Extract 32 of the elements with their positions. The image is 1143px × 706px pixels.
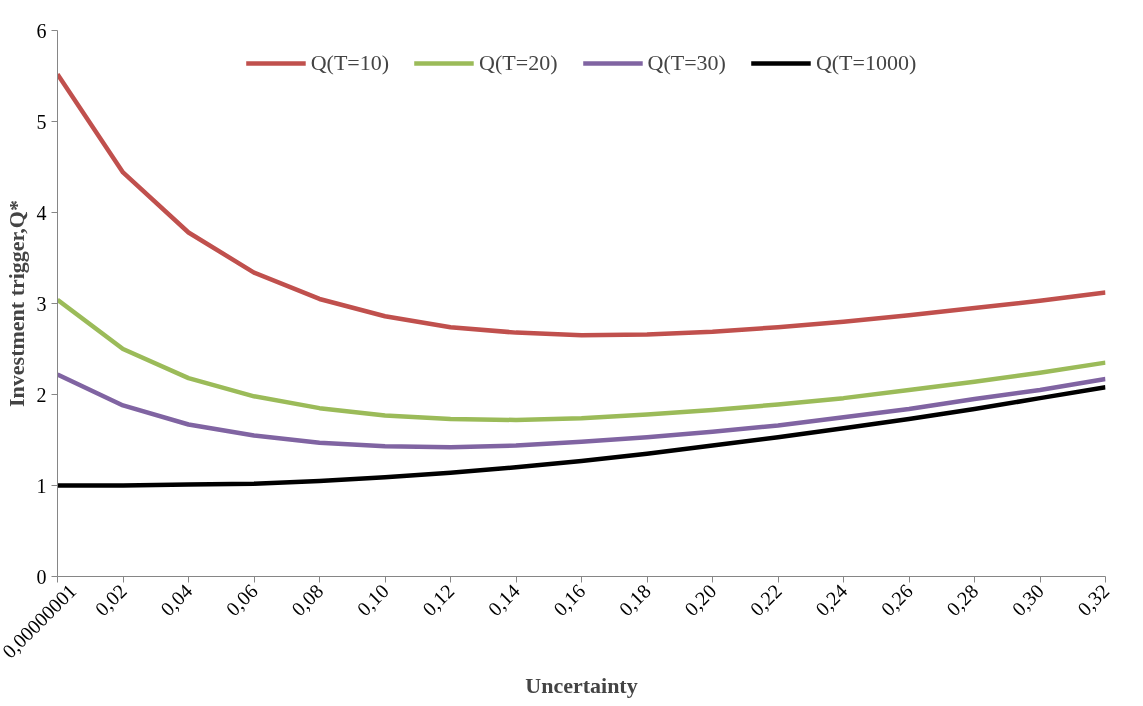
- x-tick-label: 0,14: [483, 579, 524, 621]
- x-tick-label: 0,22: [745, 579, 786, 621]
- x-tick-label: 0,30: [1007, 579, 1048, 621]
- y-axis-title: Investment trigger,Q*: [3, 200, 29, 407]
- x-tick-label: 0,06: [221, 579, 262, 621]
- x-tick-label: 0,26: [876, 579, 917, 621]
- y-tick-label: 4: [36, 201, 47, 224]
- legend-label: Q(T=10): [310, 50, 390, 76]
- y-tick-label: 0: [36, 565, 47, 588]
- x-axis-title: Uncertainty: [525, 672, 638, 698]
- y-tick-label: 1: [36, 474, 47, 497]
- y-tick-label: 2: [36, 383, 47, 406]
- x-tick-label: 0,08: [286, 579, 328, 621]
- legend-label: Q(T=30): [647, 50, 726, 76]
- x-tick-label: 0,28: [941, 579, 983, 621]
- line-series: [57, 384, 1106, 488]
- y-tick-label: 5: [36, 110, 47, 133]
- x-tick-label: 0,16: [548, 579, 590, 621]
- x-tick-label: 0,12: [417, 579, 459, 621]
- y-tick-label: 3: [36, 292, 47, 315]
- legend-label: Q(T=20): [479, 50, 558, 76]
- x-tick-label: 0,20: [679, 579, 721, 621]
- x-tick-label: 0,10: [352, 579, 393, 621]
- x-tick-label: 0,24: [810, 579, 852, 621]
- y-tick-label: 6: [36, 19, 47, 42]
- x-tick-label: 0,18: [614, 579, 655, 621]
- x-tick-label: 0,02: [90, 579, 131, 621]
- line-series: [57, 372, 1106, 450]
- legend-label: Q(T=1000): [815, 50, 917, 76]
- line-series: [57, 297, 1106, 423]
- x-tick-label: 0,32: [1072, 579, 1114, 621]
- x-tick-label: 0,04: [155, 579, 197, 621]
